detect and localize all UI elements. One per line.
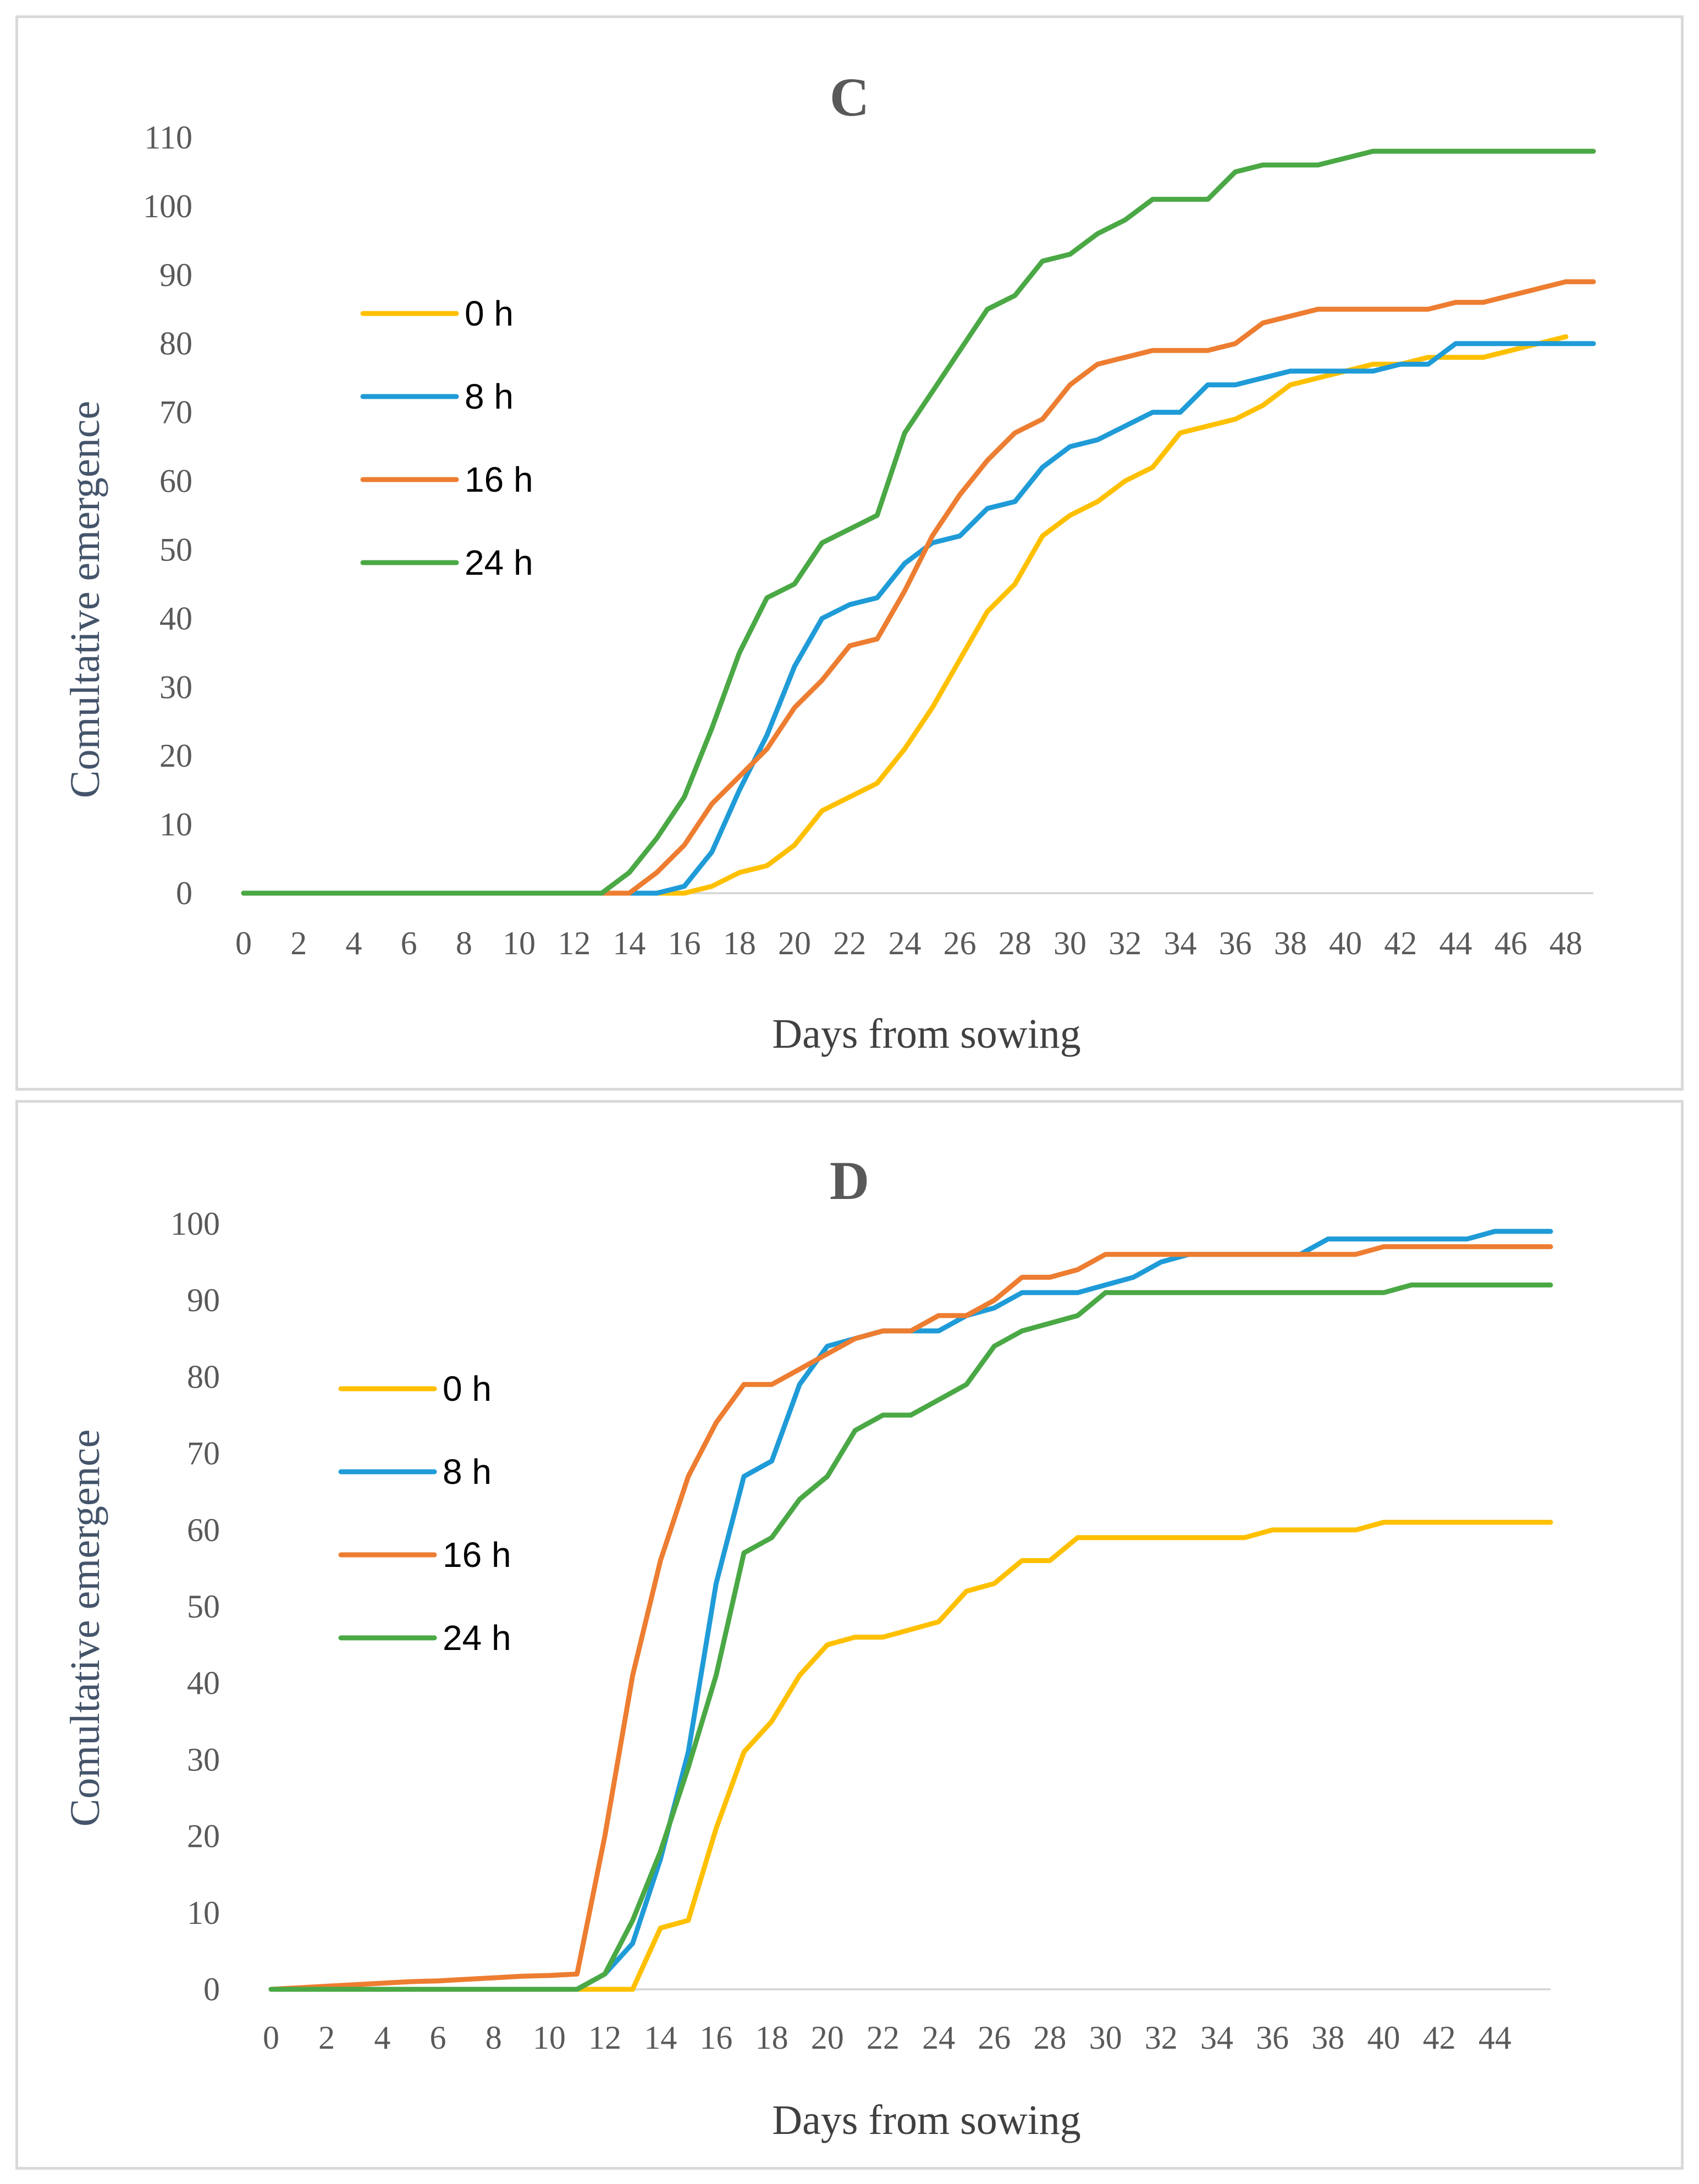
chart-c-y-tick-label: 60 (159, 463, 192, 499)
chart-d-y-tick-label: 60 (187, 1512, 220, 1548)
chart-d-legend-label: 0 h (443, 1369, 492, 1409)
chart-c-y-axis-label: Comultative emergence (62, 401, 108, 798)
chart-c-x-tick-label: 2 (290, 925, 307, 961)
chart-c-x-tick-label: 48 (1549, 925, 1582, 961)
chart-d-x-tick-label: 32 (1145, 2020, 1178, 2056)
chart-d-x-tick-label: 22 (867, 2020, 900, 2056)
chart-c-x-tick-label: 36 (1219, 925, 1252, 961)
chart-c-x-tick-label: 42 (1384, 925, 1417, 961)
chart-c-series-line-16h (241, 279, 1596, 896)
chart-d-x-tick-label: 40 (1367, 2020, 1400, 2056)
chart-c-y-tick-label: 0 (176, 875, 192, 911)
chart-d-x-tick-label: 44 (1479, 2020, 1512, 2056)
chart-c-y-tick-label: 80 (159, 326, 192, 362)
chart-c-series-line-8h (241, 341, 1596, 896)
chart-d-series-line-0h (268, 1520, 1553, 1992)
chart-c-x-tick-label: 34 (1163, 925, 1196, 961)
chart-c-x-tick-label: 6 (401, 925, 417, 961)
chart-d-x-tick-label: 28 (1033, 2020, 1066, 2056)
chart-d-legend-label: 8 h (443, 1452, 492, 1492)
chart-c-x-tick-label: 0 (235, 925, 252, 961)
chart-c-y-tick-label: 110 (144, 119, 192, 156)
chart-c-x-tick-label: 16 (668, 925, 701, 961)
chart-d-x-tick-label: 2 (318, 2020, 335, 2056)
chart-c-x-tick-label: 26 (944, 925, 977, 961)
chart-c-x-tick-label: 8 (456, 925, 472, 961)
chart-c-y-tick-label: 50 (159, 531, 192, 568)
chart-d-legend-label: 16 h (443, 1535, 511, 1575)
chart-d-series-line-24h (268, 1282, 1553, 1992)
chart-d-x-tick-label: 12 (588, 2020, 621, 2056)
chart-d-y-tick-label: 50 (187, 1588, 220, 1625)
chart-c-x-tick-label: 20 (778, 925, 811, 961)
chart-c-x-tick-label: 18 (723, 925, 756, 961)
chart-d-x-tick-label: 34 (1200, 2020, 1233, 2056)
chart-d-y-tick-label: 80 (187, 1358, 220, 1395)
chart-c-x-tick-label: 46 (1494, 925, 1527, 961)
chart-d-y-tick-label: 100 (170, 1206, 220, 1242)
chart-c-x-axis-label: Days from sowing (772, 1011, 1081, 1057)
chart-d-y-tick-label: 10 (187, 1895, 220, 1931)
chart-c-y-tick-label: 70 (159, 394, 192, 431)
chart-d-y-tick-label: 0 (203, 1971, 220, 2007)
chart-c-x-tick-label: 30 (1053, 925, 1086, 961)
chart-panel-c (15, 15, 1684, 1091)
chart-c-legend-label: 16 h (465, 460, 533, 499)
chart-d-y-axis-label: Comultative emergence (62, 1429, 108, 1827)
chart-c-x-tick-label: 4 (345, 925, 362, 961)
chart-d-x-tick-label: 20 (811, 2020, 844, 2056)
chart-d-x-tick-label: 16 (699, 2020, 732, 2056)
chart-d-x-tick-label: 0 (263, 2020, 279, 2056)
chart-c-x-tick-label: 28 (999, 925, 1031, 961)
chart-c-title: C (830, 67, 869, 128)
chart-c-x-tick-label: 38 (1274, 925, 1307, 961)
chart-c-y-tick-label: 10 (159, 806, 192, 843)
chart-c-x-tick-label: 10 (503, 925, 536, 961)
chart-c-x-tick-label: 24 (888, 925, 921, 961)
chart-d-x-tick-label: 42 (1423, 2020, 1456, 2056)
chart-d-x-tick-label: 18 (755, 2020, 788, 2056)
chart-c-x-tick-label: 22 (833, 925, 866, 961)
chart-d-x-tick-label: 24 (922, 2020, 955, 2056)
chart-c-y-tick-label: 30 (159, 669, 192, 705)
chart-d-y-tick-label: 90 (187, 1282, 220, 1318)
chart-c-y-tick-label: 100 (143, 188, 192, 224)
chart-c-series-line-0h (241, 334, 1569, 896)
chart-d-x-tick-label: 4 (374, 2020, 390, 2056)
chart-c-x-tick-label: 14 (613, 925, 646, 961)
chart-d-x-axis-label: Days from sowing (772, 2097, 1081, 2143)
chart-d-y-tick-label: 70 (187, 1435, 220, 1472)
chart-d-x-tick-label: 6 (430, 2020, 446, 2056)
chart-d-legend-label: 24 h (443, 1618, 511, 1658)
chart-d-x-tick-label: 14 (644, 2020, 677, 2056)
chart-c-x-tick-label: 44 (1439, 925, 1472, 961)
chart-c-x-tick-label: 12 (558, 925, 591, 961)
chart-d-x-tick-label: 36 (1256, 2020, 1289, 2056)
chart-c-y-tick-label: 20 (159, 738, 192, 774)
chart-c-y-tick-label: 90 (159, 257, 192, 293)
chart-d-x-tick-label: 8 (486, 2020, 502, 2056)
chart-d-x-tick-label: 10 (533, 2020, 566, 2056)
chart-d-x-tick-label: 26 (978, 2020, 1011, 2056)
chart-d-series-line-16h (268, 1244, 1553, 1992)
chart-c-x-tick-label: 32 (1108, 925, 1141, 961)
chart-c-series-line-24h (241, 148, 1596, 896)
chart-d-y-tick-label: 40 (187, 1665, 220, 1701)
chart-d-y-tick-label: 30 (187, 1741, 220, 1778)
chart-c-legend-label: 8 h (465, 377, 514, 416)
chart-c-y-tick-label: 40 (159, 600, 192, 636)
chart-c-legend-label: 24 h (465, 543, 533, 582)
chart-c-x-tick-label: 40 (1329, 925, 1362, 961)
chart-d-series-line-8h (268, 1229, 1553, 1992)
chart-d-y-tick-label: 20 (187, 1818, 220, 1855)
chart-d-x-tick-label: 38 (1311, 2020, 1344, 2056)
chart-c-legend-label: 0 h (465, 294, 514, 333)
chart-d-title: D (830, 1150, 869, 1211)
chart-d-x-tick-label: 30 (1089, 2020, 1122, 2056)
